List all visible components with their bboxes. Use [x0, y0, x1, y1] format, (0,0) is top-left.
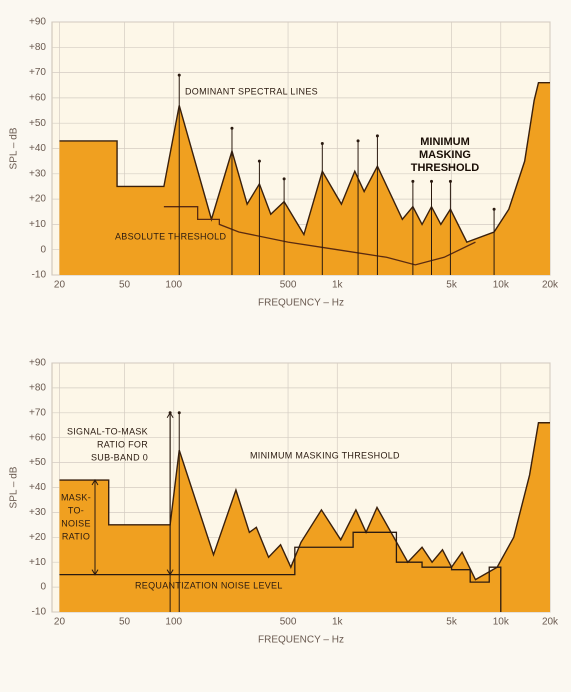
arrow-head: [91, 479, 99, 486]
masking-area: [59, 82, 550, 275]
x-tick-label: 10k: [493, 280, 510, 291]
x-axis-label: FREQUENCY – Hz: [258, 635, 344, 646]
annotation: MINIMUM MASKING THRESHOLD: [250, 450, 400, 460]
annotation: SIGNAL-TO-MASK: [67, 426, 148, 436]
y-tick-label: +60: [29, 93, 46, 104]
spectral-line-tip: [356, 139, 360, 143]
x-tick-label: 50: [119, 280, 131, 291]
annotation: SUB-BAND 0: [91, 452, 148, 462]
spectral-line-tip: [492, 207, 496, 211]
spectral-line-tip: [430, 179, 434, 183]
y-tick-label: +50: [29, 118, 46, 129]
y-tick-label: 0: [40, 582, 46, 593]
y-axis-label: SPL – dB: [9, 127, 20, 169]
y-tick-label: +70: [29, 67, 46, 78]
x-tick-label: 20: [54, 280, 66, 291]
x-tick-label: 20k: [542, 280, 559, 291]
annotation: RATIO FOR: [97, 439, 148, 449]
spectral-line-tip: [230, 126, 234, 130]
x-tick-label: 100: [165, 280, 182, 291]
annotation: DOMINANT SPECTRAL LINES: [185, 86, 318, 96]
y-tick-label: +50: [29, 457, 46, 468]
x-tick-label: 5k: [446, 280, 458, 291]
y-tick-label: +10: [29, 557, 46, 568]
y-tick-label: +30: [29, 168, 46, 179]
x-tick-label: 1k: [332, 280, 344, 291]
spectral-line-tip: [177, 411, 181, 415]
threshold-line: [163, 206, 476, 266]
annotation: MINIMUM: [420, 136, 470, 148]
annotation: TO-: [68, 505, 84, 515]
annotation: ABSOLUTE THRESHOLD: [115, 231, 226, 241]
spectral-line-tip: [282, 177, 286, 181]
y-tick-label: +20: [29, 532, 46, 543]
spectral-line-tip: [375, 134, 379, 138]
x-tick-label: 500: [280, 280, 297, 291]
arrow-head: [91, 569, 99, 576]
x-tick-label: 5k: [446, 617, 458, 628]
y-tick-label: +80: [29, 42, 46, 53]
masking-area: [59, 422, 550, 612]
annotation: RATIO: [62, 531, 90, 541]
y-tick-label: +90: [29, 358, 46, 369]
threshold-line: [59, 531, 502, 612]
y-tick-label: +40: [29, 482, 46, 493]
y-tick-label: +30: [29, 507, 46, 518]
spectral-line-tip: [320, 141, 324, 145]
annotation: MASK-: [61, 492, 91, 502]
annotation: REQUANTIZATION NOISE LEVEL: [135, 580, 283, 590]
y-axis-label: SPL – dB: [9, 466, 20, 508]
spectral-line-tip: [448, 179, 452, 183]
y-tick-label: -10: [32, 270, 47, 281]
arrow-head: [166, 411, 174, 419]
x-tick-label: 50: [119, 617, 131, 628]
y-tick-label: +90: [29, 17, 46, 28]
annotation: MASKING: [419, 149, 471, 161]
spectral-line-tip: [411, 179, 415, 183]
y-tick-label: 0: [40, 244, 46, 255]
x-tick-label: 1k: [332, 617, 344, 628]
y-tick-label: +10: [29, 219, 46, 230]
y-tick-label: +60: [29, 432, 46, 443]
masking-threshold-line: [59, 82, 550, 243]
x-tick-label: 20k: [542, 617, 559, 628]
x-axis-label: FREQUENCY – Hz: [258, 298, 344, 309]
y-tick-label: +70: [29, 407, 46, 418]
spectral-line-tip: [177, 73, 181, 77]
y-tick-label: +80: [29, 383, 46, 394]
y-tick-label: -10: [32, 607, 47, 618]
spectral-line-tip: [257, 159, 261, 163]
masking-threshold-line: [59, 422, 550, 581]
x-tick-label: 500: [280, 617, 297, 628]
arrow-head: [166, 569, 174, 576]
y-tick-label: +40: [29, 143, 46, 154]
x-tick-label: 100: [165, 617, 182, 628]
chart: +90 +80 +70 +60 +50 +40 +30 +20 +10 0 -10 20 50 100 50…: [9, 17, 559, 309]
annotation: NOISE: [61, 518, 91, 528]
x-tick-label: 10k: [493, 617, 510, 628]
chart: +90 +80 +70 +60 +50 +40 +30 +20 +10 0 -10 20 50 100 50…: [9, 358, 559, 646]
y-tick-label: +20: [29, 194, 46, 205]
annotation: THRESHOLD: [411, 162, 480, 174]
x-tick-label: 20: [54, 617, 66, 628]
